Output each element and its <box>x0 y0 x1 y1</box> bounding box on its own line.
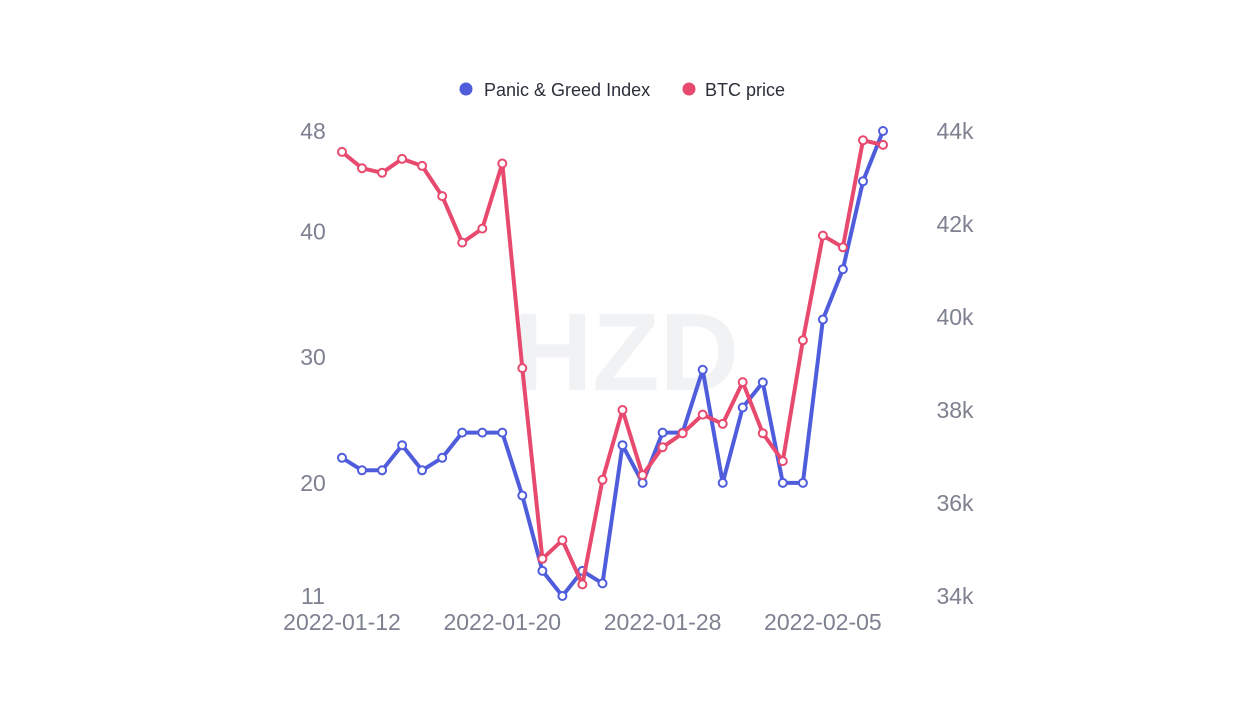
data-point[interactable] <box>377 167 388 178</box>
data-point[interactable] <box>537 565 548 576</box>
left-tick-label: 30 <box>300 344 326 370</box>
data-point[interactable] <box>597 474 608 485</box>
data-point[interactable] <box>697 364 708 375</box>
right-tick-label: 38k <box>936 397 974 423</box>
data-point[interactable] <box>477 427 488 438</box>
data-point[interactable] <box>357 163 367 174</box>
right-tick-label: 36k <box>936 490 974 516</box>
data-point[interactable] <box>397 440 408 451</box>
data-point[interactable] <box>477 223 488 234</box>
data-point[interactable] <box>757 377 768 388</box>
right-tick-label: 34k <box>936 583 974 609</box>
data-point[interactable] <box>817 230 828 241</box>
legend-marker <box>459 82 473 96</box>
left-axis: 48 40 30 20 11 <box>300 118 326 609</box>
data-point[interactable] <box>437 191 448 202</box>
data-point[interactable] <box>577 579 588 590</box>
x-tick-label: 2022-02-05 <box>764 609 882 635</box>
x-tick-label: 2022-01-20 <box>443 609 561 635</box>
series-line <box>340 138 885 587</box>
data-point[interactable] <box>717 418 728 429</box>
right-tick-label: 42k <box>936 211 974 237</box>
data-point[interactable] <box>417 465 428 476</box>
data-point[interactable] <box>537 553 548 564</box>
data-point[interactable] <box>497 158 508 169</box>
data-point[interactable] <box>858 176 868 187</box>
right-tick-label: 40k <box>936 304 974 330</box>
data-point[interactable] <box>777 456 788 467</box>
left-tick-label: 48 <box>300 118 326 144</box>
data-point[interactable] <box>697 409 708 420</box>
data-point[interactable] <box>417 160 428 171</box>
left-tick-label: 40 <box>300 219 326 245</box>
x-axis: 2022-01-12 2022-01-20 2022-01-28 2022-02-05 <box>283 609 882 635</box>
left-tick-label: 20 <box>300 470 326 496</box>
data-point[interactable] <box>497 427 508 438</box>
data-point[interactable] <box>617 405 628 415</box>
data-point[interactable] <box>557 591 568 601</box>
data-point[interactable] <box>837 264 848 275</box>
data-point[interactable] <box>797 477 808 488</box>
data-point[interactable] <box>657 427 668 438</box>
data-point[interactable] <box>797 335 808 346</box>
data-point[interactable] <box>457 237 468 248</box>
data-point[interactable] <box>397 153 408 164</box>
legend: Panic & Greed Index BTC price <box>459 80 785 100</box>
data-point[interactable] <box>878 139 888 150</box>
data-point[interactable] <box>337 452 347 463</box>
data-point[interactable] <box>357 465 367 476</box>
data-point[interactable] <box>597 578 608 589</box>
data-point[interactable] <box>677 428 688 439</box>
data-point[interactable] <box>717 477 728 488</box>
data-point[interactable] <box>637 470 648 481</box>
series-line <box>340 129 885 598</box>
data-point[interactable] <box>617 440 628 451</box>
data-point[interactable] <box>858 135 868 146</box>
watermark-text: HZD <box>513 291 739 414</box>
x-tick-label: 2022-01-12 <box>283 609 401 635</box>
legend-label: Panic & Greed Index <box>484 80 650 100</box>
legend-label: BTC price <box>705 80 785 100</box>
data-point[interactable] <box>817 314 828 325</box>
watermark-layer: HZD <box>513 291 739 414</box>
data-point[interactable] <box>517 363 528 374</box>
data-point[interactable] <box>878 126 888 136</box>
right-axis: 44k 42k 40k 38k 36k 34k <box>936 118 974 609</box>
data-point[interactable] <box>837 242 848 253</box>
data-point[interactable] <box>437 452 448 463</box>
data-point[interactable] <box>737 402 748 413</box>
data-point[interactable] <box>377 465 388 476</box>
data-point[interactable] <box>737 377 748 388</box>
series-layer <box>337 126 888 601</box>
data-point[interactable] <box>657 442 668 453</box>
data-point[interactable] <box>457 427 468 438</box>
data-point[interactable] <box>557 535 568 546</box>
data-point[interactable] <box>777 477 788 488</box>
series-btc-price <box>337 135 888 590</box>
right-tick-label: 44k <box>936 118 974 144</box>
data-point[interactable] <box>757 428 768 439</box>
left-tick-label: 11 <box>301 583 325 609</box>
data-point[interactable] <box>337 146 347 157</box>
legend-marker <box>682 82 696 96</box>
data-point[interactable] <box>517 490 528 501</box>
x-tick-label: 2022-01-28 <box>604 609 722 635</box>
